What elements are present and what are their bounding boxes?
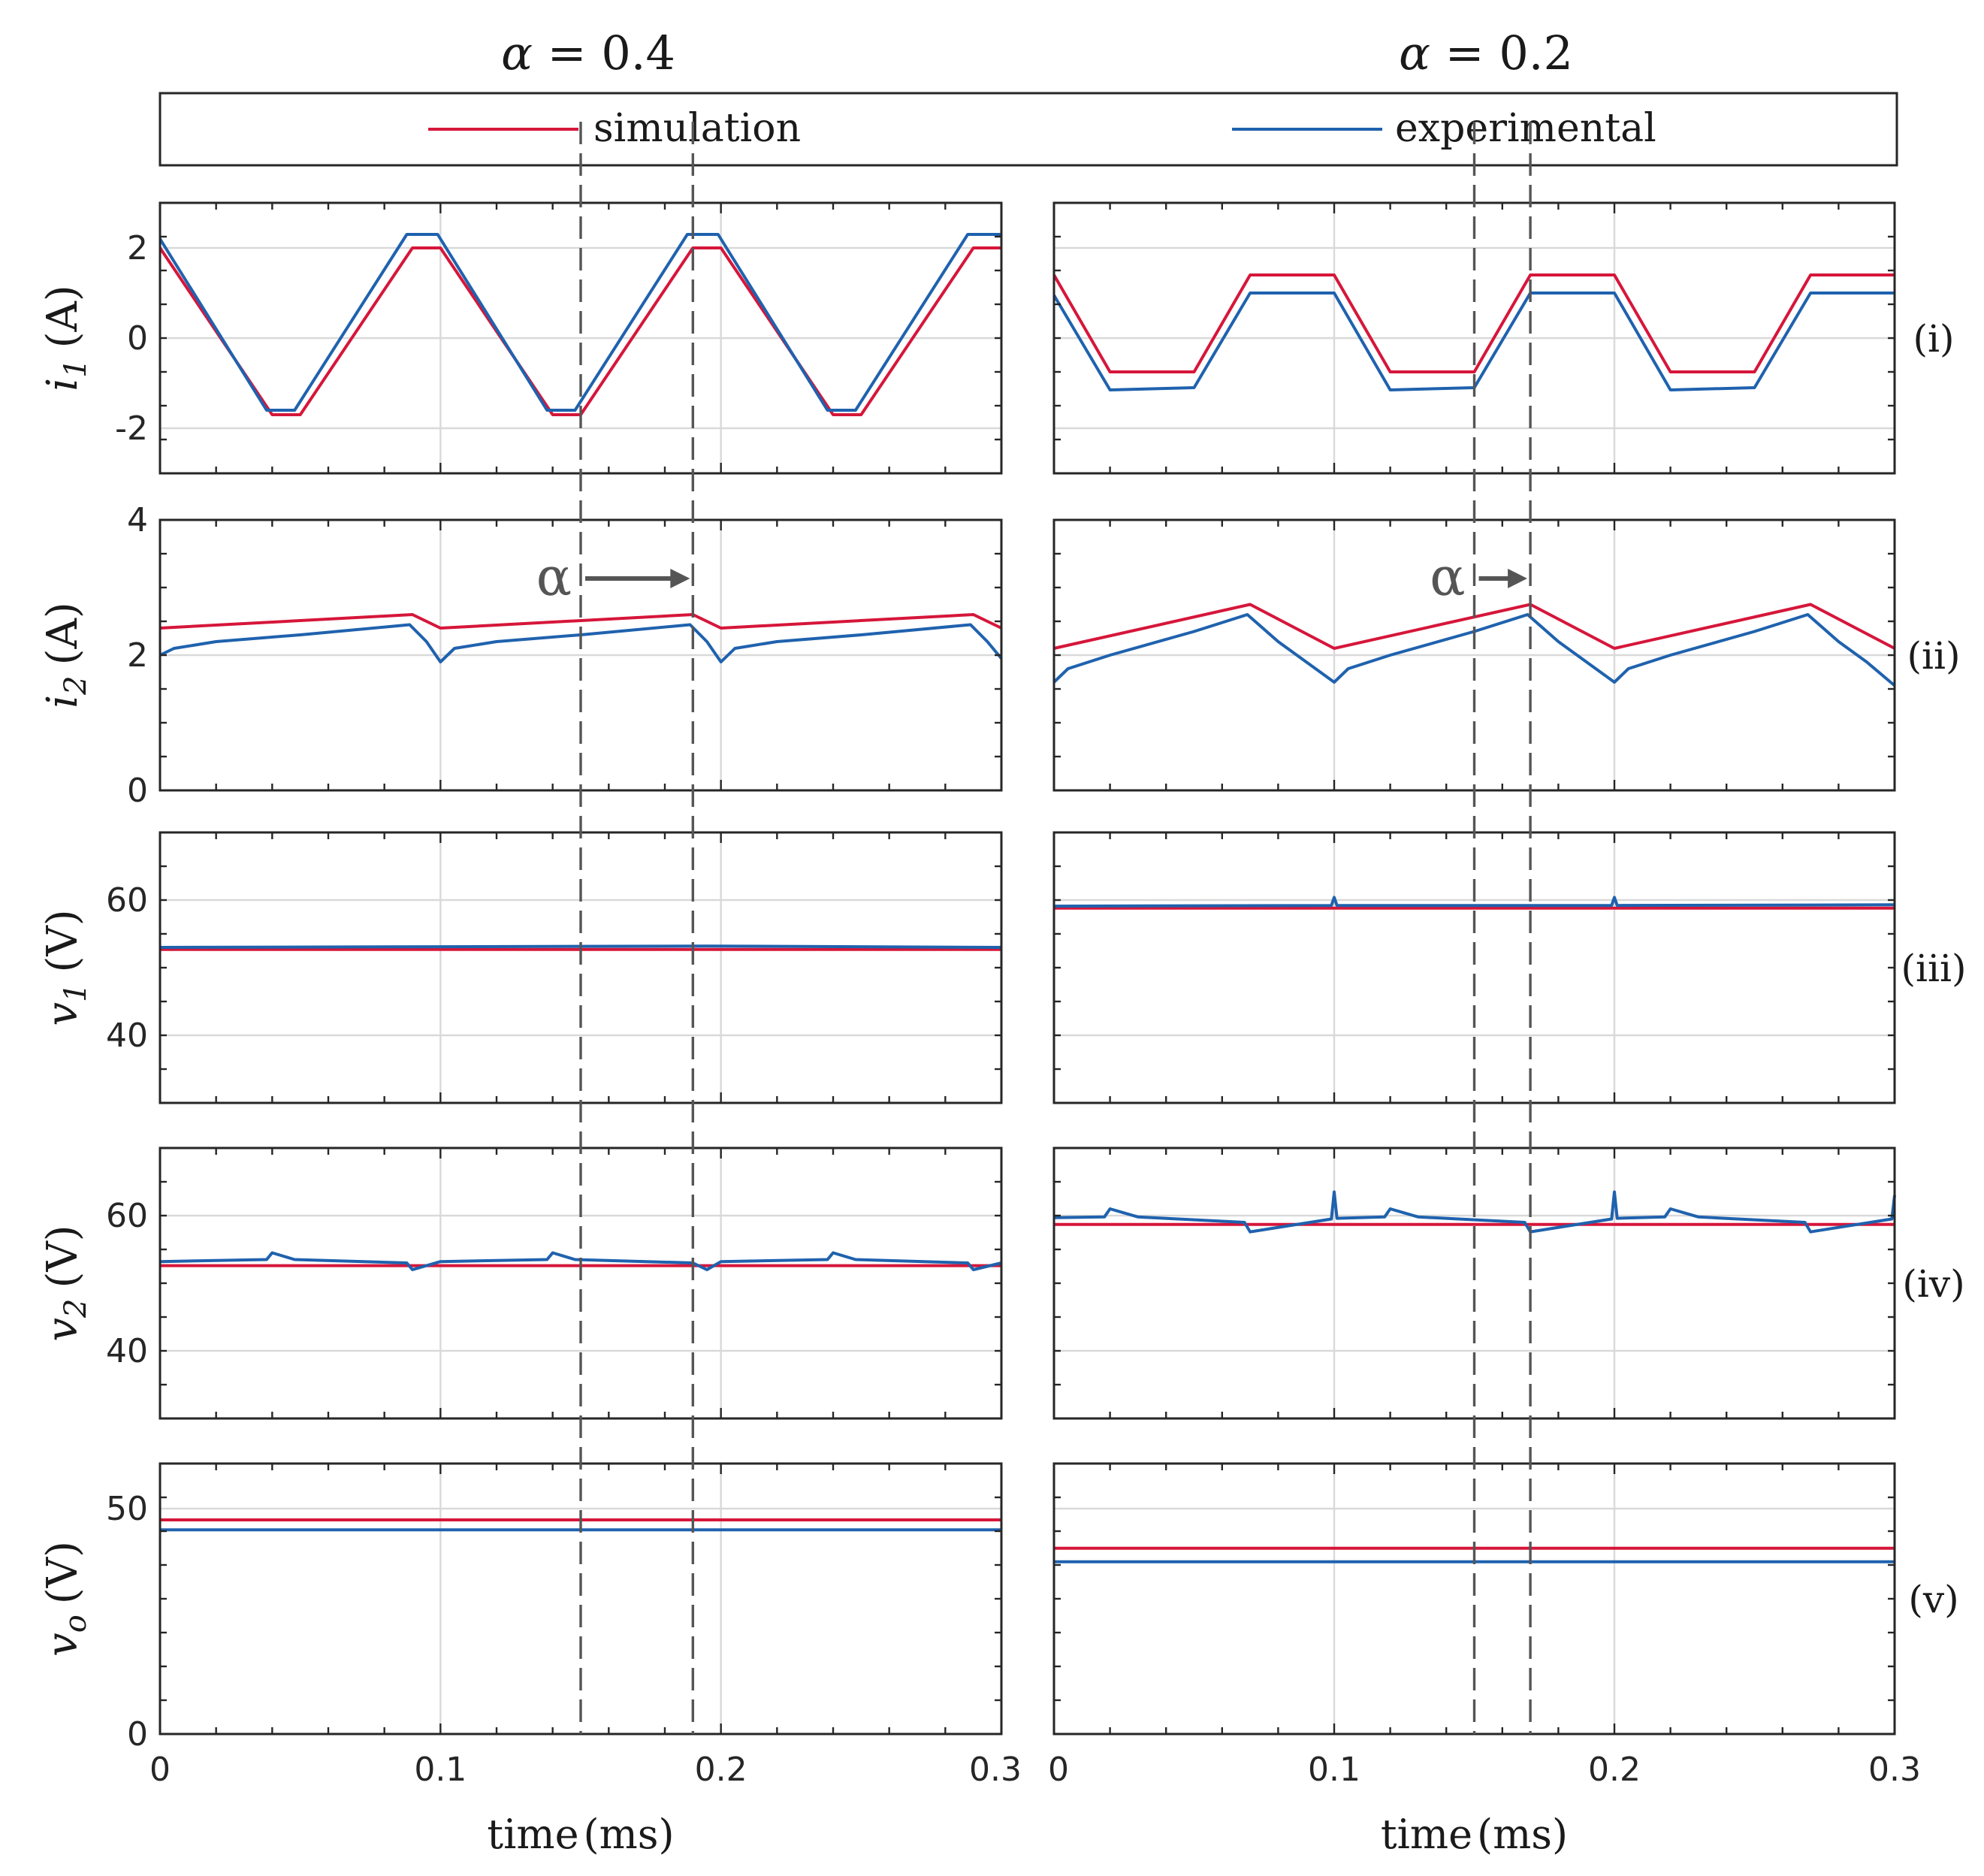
y-axis-label-ii: i2(A): [38, 602, 93, 708]
plot-area: [1054, 1464, 1895, 1734]
panel-label-iii: (iii): [1901, 947, 1967, 990]
series-experimental: [1053, 896, 1895, 908]
x-tick-label: 0: [1048, 1751, 1069, 1789]
x-tick-label: 0.3: [1868, 1751, 1921, 1789]
alpha-arrow-head: [1508, 569, 1528, 588]
panel-ii-col2: [1052, 518, 1896, 792]
y-tick-label: 4: [127, 501, 148, 539]
series-simulation: [1052, 273, 1895, 373]
alpha-arrow-label: α: [536, 546, 572, 608]
panel-v-col2: [1052, 1462, 1896, 1736]
plot-area: [160, 1464, 1001, 1734]
panel-v-col1: [159, 1462, 1003, 1736]
x-tick-label: 0.2: [1588, 1751, 1641, 1789]
panel-label-v: (v): [1908, 1578, 1958, 1621]
y-tick-label: 0: [127, 1715, 148, 1754]
x-axis-label: time (ms): [1381, 1811, 1568, 1858]
y-tick-label: 50: [106, 1490, 148, 1528]
plot-area: [160, 832, 1001, 1103]
legend-simulation-label: simulation: [593, 106, 801, 151]
y-tick-label: 2: [127, 229, 148, 267]
panel-i-col1: [159, 201, 1003, 475]
x-axis-label: time (ms): [487, 1811, 674, 1858]
panel-iv-col1: [159, 1146, 1003, 1420]
legend-experimental-label: experimental: [1395, 106, 1656, 151]
y-tick-label: 40: [106, 1017, 148, 1055]
y-tick-label: 0: [127, 772, 148, 810]
y-tick-label: 40: [106, 1332, 148, 1370]
y-tick-label: 2: [127, 636, 148, 675]
y-tick-label: 60: [106, 881, 148, 920]
x-tick-label: 0.1: [1308, 1751, 1360, 1789]
x-tick-label: 0.2: [695, 1751, 747, 1789]
y-tick-label: 60: [106, 1197, 148, 1235]
y-tick-label: 0: [127, 319, 148, 358]
series-experimental: [159, 233, 1001, 412]
legend: simulation experimental: [159, 92, 1898, 167]
series-experimental: [159, 944, 1002, 949]
y-tick-label: -2: [115, 409, 148, 448]
alpha-arrow-head: [670, 569, 690, 588]
x-tick-label: 0.3: [969, 1751, 1022, 1789]
panel-iii-col2: [1052, 831, 1896, 1104]
x-axis-labels: 0 0.1 0.2 0.3 time (ms) 0 0.1 0.2 0.3 time (ms): [149, 1751, 1921, 1858]
panel-label-iv: (iv): [1902, 1262, 1964, 1306]
plot-area: [1054, 1148, 1895, 1418]
y-axis-label-iii: v1(V): [38, 909, 93, 1026]
panel-iii-col1: [159, 831, 1003, 1104]
plot-area: [160, 1148, 1001, 1418]
column-title-right: α = 0.2: [1399, 26, 1573, 80]
series-experimental: [1052, 613, 1896, 687]
x-tick-label: 0.1: [414, 1751, 467, 1789]
column-title-left: α = 0.4: [501, 26, 675, 80]
panel-label-i: (i): [1913, 317, 1954, 361]
series-experimental: [159, 1251, 1002, 1271]
alpha-arrow-label: α: [1430, 546, 1465, 608]
panel-i-col2: [1052, 201, 1896, 475]
y-axis-label-v: vo(V): [38, 1541, 93, 1657]
plot-area: [1054, 832, 1895, 1103]
y-axis-label-i: i1(A): [38, 285, 93, 391]
y-axis-label-iv: v2(V): [38, 1225, 93, 1341]
panel-label-ii: (ii): [1907, 634, 1961, 678]
panels: -2 0 2 i1(A) (i) 0 2 4 i2(A) (ii) 40 60 v1(V) (iii) 40…: [38, 201, 1967, 1754]
panel-ii-col1: [159, 518, 1003, 792]
series-experimental: [1053, 1190, 1896, 1234]
panel-iv-col2: [1052, 1146, 1896, 1420]
x-tick-label: 0: [149, 1751, 171, 1789]
